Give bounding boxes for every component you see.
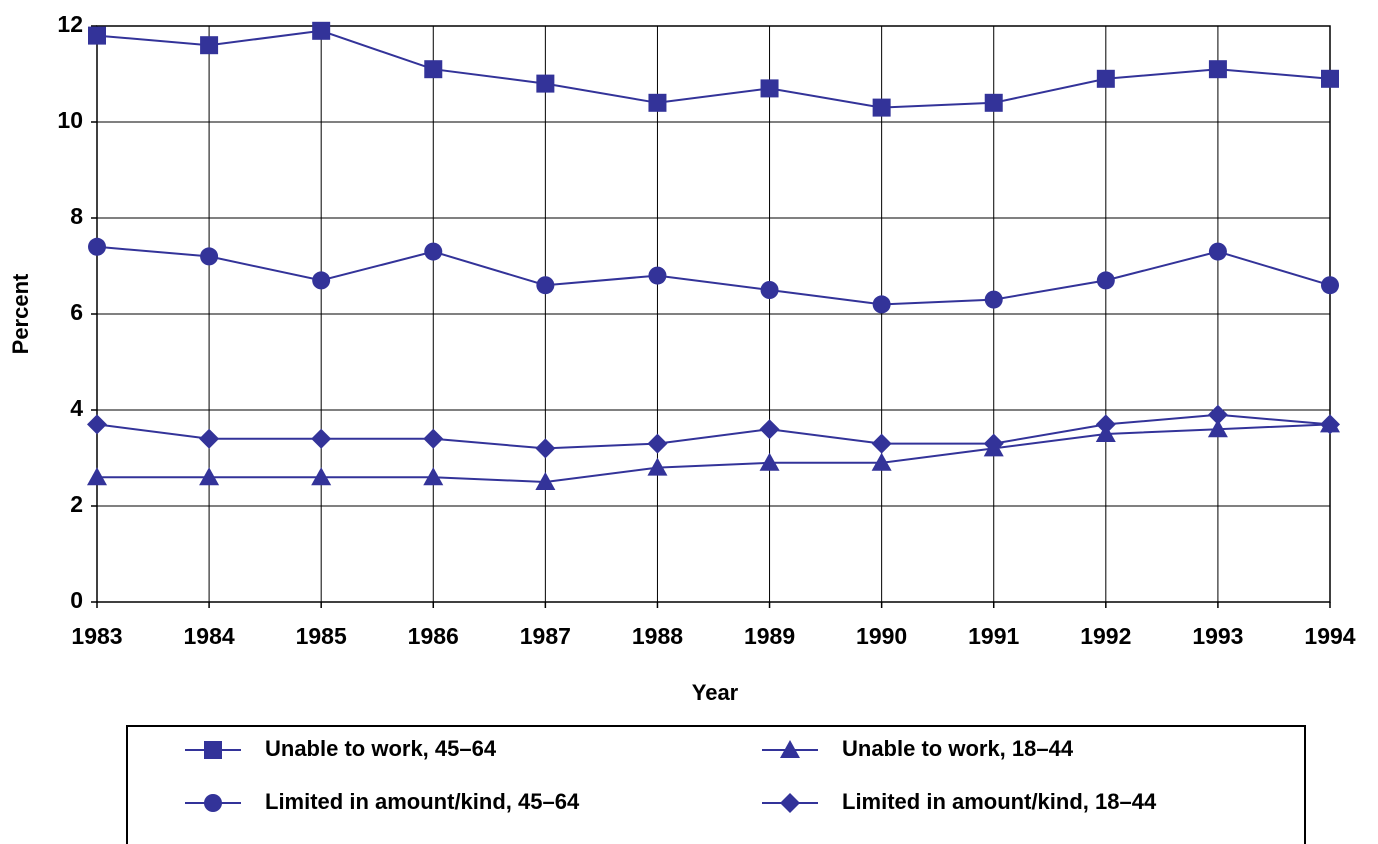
marker-diamond xyxy=(983,433,1004,454)
marker-triangle xyxy=(87,467,107,486)
y-tick-label: 12 xyxy=(57,11,83,37)
x-tick-label: 1986 xyxy=(408,623,459,649)
marker-circle xyxy=(1096,271,1115,290)
marker-diamond xyxy=(423,428,444,449)
marker-triangle xyxy=(311,467,332,486)
marker-square xyxy=(1208,60,1227,79)
marker-triangle xyxy=(871,452,892,471)
marker-diamond xyxy=(535,438,556,459)
x-tick-label: 1985 xyxy=(296,623,347,649)
marker-square xyxy=(312,21,331,40)
marker-triangle xyxy=(199,467,220,486)
marker-circle xyxy=(984,290,1003,309)
marker-square xyxy=(200,36,219,55)
y-tick-label: 6 xyxy=(70,299,83,325)
marker-circle xyxy=(760,281,779,299)
marker-diamond xyxy=(1095,414,1116,435)
marker-circle xyxy=(200,247,219,266)
marker-diamond xyxy=(87,414,107,435)
marker-square xyxy=(1096,69,1115,88)
x-tick-label: 1990 xyxy=(856,623,907,649)
marker-triangle xyxy=(759,452,780,471)
marker-square xyxy=(88,26,106,45)
y-tick-label: 2 xyxy=(70,491,83,517)
marker-square xyxy=(648,93,667,112)
marker-diamond xyxy=(871,433,892,454)
y-tick-label: 4 xyxy=(70,395,83,421)
legend-marker xyxy=(780,793,800,813)
marker-circle xyxy=(648,266,667,285)
legend-label: Unable to work, 45–64 xyxy=(265,736,497,761)
marker-triangle xyxy=(423,467,444,486)
marker-square xyxy=(872,98,891,117)
x-tick-label: 1988 xyxy=(632,623,683,649)
marker-circle xyxy=(872,295,891,314)
marker-square xyxy=(1321,69,1339,88)
marker-circle xyxy=(88,237,106,256)
x-tick-label: 1987 xyxy=(520,623,571,649)
marker-square xyxy=(536,74,555,93)
legend-label: Limited in amount/kind, 45–64 xyxy=(265,789,580,814)
marker-diamond xyxy=(1207,404,1228,425)
series-line xyxy=(96,245,1331,306)
marker-diamond xyxy=(199,428,220,449)
marker-diamond xyxy=(1320,414,1340,435)
marker-diamond xyxy=(759,419,780,440)
marker-circle xyxy=(536,276,555,295)
x-tick-label: 1989 xyxy=(744,623,795,649)
series-line xyxy=(97,423,1331,484)
marker-square xyxy=(760,79,779,98)
x-tick-label: 1994 xyxy=(1304,623,1355,649)
x-tick-label: 1992 xyxy=(1080,623,1131,649)
marker-circle xyxy=(1321,276,1339,295)
legend-marker xyxy=(780,740,800,758)
marker-circle xyxy=(1208,242,1227,261)
legend-marker xyxy=(204,794,222,812)
marker-square xyxy=(984,93,1003,112)
legend-label: Unable to work, 18–44 xyxy=(842,736,1074,761)
y-axis-title: Percent xyxy=(8,273,33,354)
y-tick-label: 8 xyxy=(70,203,83,229)
x-tick-label: 1991 xyxy=(968,623,1019,649)
marker-triangle xyxy=(535,472,556,490)
x-tick-label: 1993 xyxy=(1192,623,1243,649)
legend-label: Limited in amount/kind, 18–44 xyxy=(842,789,1157,814)
marker-diamond xyxy=(647,433,668,454)
x-axis-title: Year xyxy=(692,680,739,705)
legend-marker xyxy=(204,741,222,759)
marker-square xyxy=(424,60,443,79)
x-tick-label: 1984 xyxy=(184,623,235,649)
marker-circle xyxy=(312,271,331,290)
y-tick-label: 0 xyxy=(70,587,83,613)
series-line xyxy=(96,413,1331,450)
marker-triangle xyxy=(1207,419,1228,438)
legend-box xyxy=(126,725,1306,844)
series-line xyxy=(96,29,1331,109)
x-tick-label: 1983 xyxy=(71,623,122,649)
marker-circle xyxy=(424,242,443,261)
marker-triangle xyxy=(647,457,668,476)
marker-diamond xyxy=(311,428,332,449)
y-tick-label: 10 xyxy=(57,107,83,133)
